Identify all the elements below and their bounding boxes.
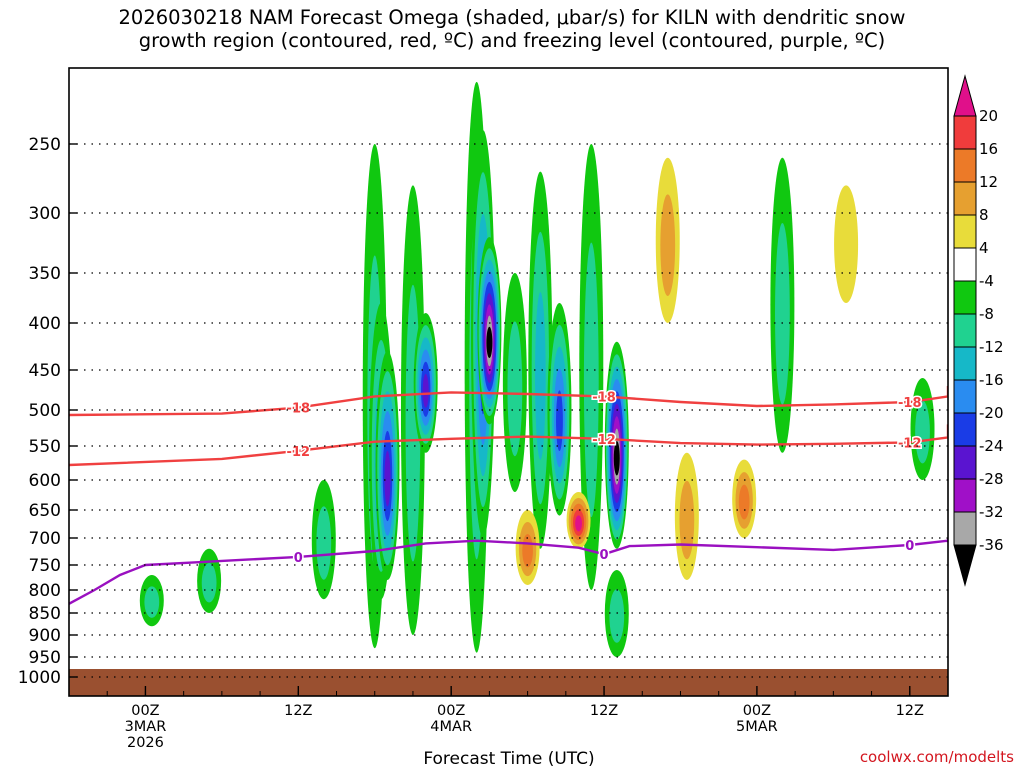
omega-cell-26-level-1 (316, 506, 332, 580)
contour-label-0-2: -18 (898, 396, 922, 411)
colorbar-band-11 (953, 445, 977, 480)
x-tick-label-0-1: 3MAR (125, 719, 167, 735)
colorbar-label-11: -28 (979, 470, 1004, 488)
colorbar-band-1 (953, 115, 977, 150)
omega-cell-15-level-1 (609, 589, 625, 643)
contour-label-1-2: -12 (898, 436, 922, 451)
colorbar-label-12: -32 (979, 503, 1004, 521)
colorbar-label-1: 16 (979, 140, 998, 158)
x-tick-label-2-1: 4MAR (430, 719, 472, 735)
colorbar-label-3: 8 (979, 206, 989, 224)
colorbar-band-8 (953, 346, 977, 381)
plot-area (69, 81, 948, 696)
colorbar-band-3 (953, 181, 977, 216)
watermark: coolwx.com/modelts (859, 748, 1014, 766)
colorbar-band-0 (953, 74, 977, 117)
x-tick-label-0-0: 00Z (131, 703, 159, 719)
y-tick-label-400: 400 (29, 314, 61, 334)
contour-label-2-0: 0 (294, 551, 303, 566)
contour-0 (69, 386, 948, 417)
y-tick-label-250: 250 (29, 135, 61, 155)
y-tick-label-700: 700 (29, 529, 61, 549)
y-tick-label-900: 900 (29, 626, 61, 646)
contour-label-2-2: 0 (905, 539, 914, 554)
contour-1 (69, 424, 948, 467)
omega-cell-9-level-2 (535, 292, 546, 460)
contour-label-2-1: 0 (600, 548, 609, 563)
omega-cell-12-level-8 (613, 440, 620, 476)
contour-label-0-0: -18 (287, 402, 311, 417)
y-tick-label-950: 950 (29, 648, 61, 668)
colorbar-label-4: 4 (979, 239, 989, 257)
omega-cell-19-level-1 (775, 223, 790, 405)
colorbar-label-6: -8 (979, 305, 994, 323)
y-tick-label-450: 450 (29, 361, 61, 381)
colorbar-label-9: -20 (979, 404, 1004, 422)
x-tick-label-3-0: 12Z (590, 703, 618, 719)
colorbar-band-2 (953, 148, 977, 183)
y-tick-label-500: 500 (29, 401, 61, 421)
contour-label-0-1: -18 (592, 390, 616, 405)
omega-cell-7-level-8 (486, 326, 493, 359)
chart-title: 2026030218 NAM Forecast Omega (shaded, μ… (0, 6, 1024, 52)
colorbar-band-13 (953, 511, 977, 546)
colorbar-label-10: -24 (979, 437, 1004, 455)
x-tick-label-2-0: 00Z (437, 703, 465, 719)
colorbar-band-12 (953, 478, 977, 513)
colorbar-band-14 (953, 544, 977, 587)
axes: 2503003504004505005506006507007508008509… (18, 67, 949, 751)
contour-label-1-0: -12 (287, 445, 311, 460)
colorbar-label-8: -16 (979, 371, 1004, 389)
omega-cell-25-level-1 (201, 562, 217, 603)
y-tick-label-650: 650 (29, 501, 61, 521)
y-tick-label-550: 550 (29, 437, 61, 457)
y-tick-label-350: 350 (29, 264, 61, 284)
colorbar-label-0: 20 (979, 107, 998, 125)
y-tick-label-850: 850 (29, 604, 61, 624)
colorbar-band-6 (953, 280, 977, 315)
colorbar-legend: 20 16 12 8 4 -4 -8 -12 -16 -20 -24 -28 -32 -36 (953, 74, 1004, 587)
omega-cell-14-level-4 (575, 515, 582, 532)
colorbar-label-5: -4 (979, 272, 994, 290)
colorbar-band-9 (953, 379, 977, 414)
plot-frame (68, 67, 949, 697)
omega-cell-4-level-5 (422, 373, 429, 408)
colorbar-band-5 (953, 247, 977, 282)
y-tick-label-800: 800 (29, 581, 61, 601)
x-tick-label-4-0: 00Z (743, 703, 771, 719)
chart-title-line1: 2026030218 NAM Forecast Omega (shaded, μ… (118, 6, 906, 29)
x-tick-label-5-0: 12Z (896, 703, 924, 719)
omega-cell-13-level-2 (522, 533, 533, 568)
x-tick-label-1-0: 12Z (284, 703, 312, 719)
y-tick-label-600: 600 (29, 471, 61, 491)
omega-cell-20-level-0 (834, 185, 859, 303)
contour-label-1-1: -12 (592, 433, 616, 448)
colorbar-label-2: 12 (979, 173, 998, 191)
x-axis-title: Forecast Time (UTC) (423, 749, 594, 768)
omega-cell-10-level-4 (556, 390, 563, 452)
omega-cell-2-level-5 (384, 450, 391, 507)
x-tick-label-0-2: 2026 (127, 735, 164, 751)
colorbar-band-10 (953, 412, 977, 447)
omega-cell-17-level-1 (679, 480, 695, 560)
contour-lines: -18 -18 -18 -12 -12 -12 0 0 0 (69, 386, 948, 605)
omega-cell-11-level-1 (583, 242, 599, 518)
x-tick-label-4-1: 5MAR (736, 719, 778, 735)
colorbar-label-7: -12 (979, 338, 1004, 356)
colorbar-label-13: -36 (979, 536, 1004, 554)
colorbar-band-4 (953, 214, 977, 249)
surface-terrain-fill (69, 669, 948, 696)
contour-2 (69, 538, 948, 605)
y-tick-label-750: 750 (29, 556, 61, 576)
y-tick-label-1000: 1000 (18, 668, 61, 688)
omega-cell-16-level-1 (660, 194, 676, 296)
omega-cell-18-level-2 (738, 484, 750, 520)
y-tick-label-300: 300 (29, 204, 61, 224)
omega-cell-21-level-1 (915, 400, 930, 464)
chart-title-line2: growth region (contoured, red, ºC) and f… (138, 29, 886, 52)
colorbar-band-7 (953, 313, 977, 348)
omega-cell-24-level-1 (144, 586, 160, 618)
omega-cell-8-level-1 (507, 321, 523, 457)
